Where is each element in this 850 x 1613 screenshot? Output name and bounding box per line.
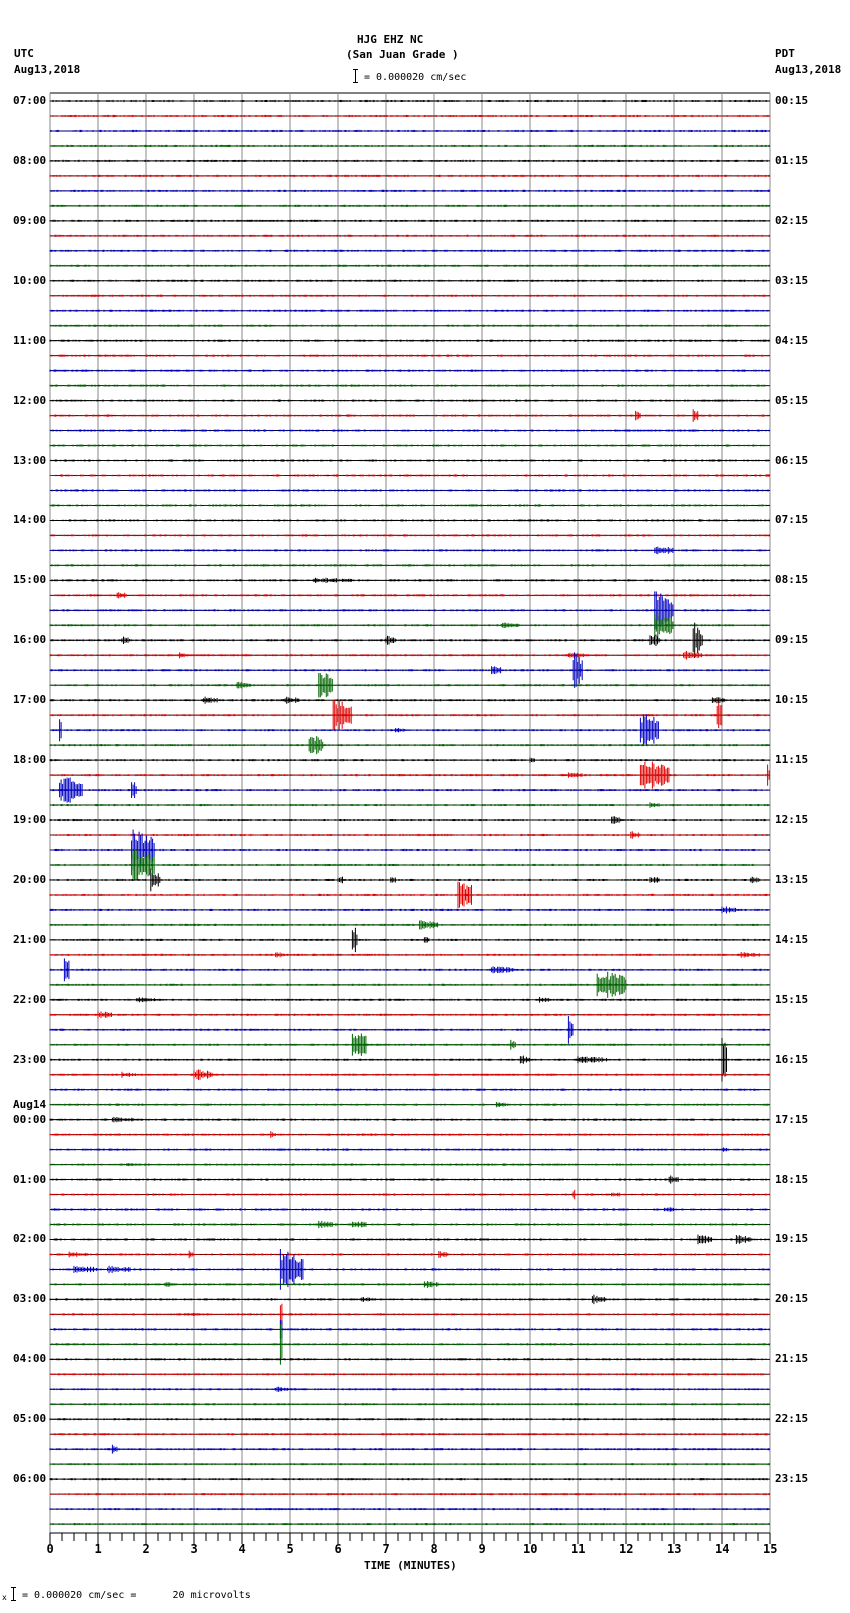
utc-hour-label: 14:00 [13,513,47,527]
utc-hour-label: 13:00 [13,453,47,467]
x-tick-label: 9 [478,1542,486,1556]
x-tick-label: 0 [46,1542,54,1556]
x-tick-label: 8 [430,1542,438,1556]
x-tick-label: 10 [523,1542,538,1556]
pdt-hour-label: 10:15 [775,693,809,707]
x-tick-label: 13 [667,1542,682,1556]
pdt-hour-label: 14:15 [775,932,809,946]
station-title: HJG EHZ NC [357,33,424,46]
utc-hour-label: 06:00 [13,1472,47,1486]
x-tick-label: 2 [142,1542,150,1556]
pdt-hour-label: 08:15 [775,573,809,587]
utc-hour-label: 18:00 [13,753,47,767]
pdt-hour-label: 00:15 [775,94,809,107]
utc-hour-label: 03:00 [13,1292,47,1306]
pdt-hour-label: 11:15 [775,753,809,767]
utc-hour-label: 17:00 [13,693,47,707]
x-tick-label: 5 [286,1542,294,1556]
left-date: Aug13,2018 [14,63,81,76]
pdt-hour-label: 21:15 [775,1352,809,1366]
utc-hour-label: 05:00 [13,1412,47,1426]
pdt-hour-label: 23:15 [775,1472,809,1486]
pdt-hour-label: 04:15 [775,333,809,347]
left-timezone: UTC [14,47,34,60]
utc-hour-label: 10:00 [13,273,47,287]
scale-text: = 0.000020 cm/sec [364,72,467,83]
x-axis-label: TIME (MINUTES) [364,1559,457,1572]
right-timezone: PDT [775,47,795,60]
pdt-hour-label: 20:15 [775,1292,809,1306]
utc-hour-label: 04:00 [13,1352,47,1366]
pdt-hour-label: 18:15 [775,1172,809,1186]
right-date: Aug13,2018 [775,63,842,76]
footer-scale-bar-icon [11,1587,19,1601]
utc-hour-label: 07:00 [13,94,47,107]
utc-hour-label: 15:00 [13,573,47,587]
pdt-hour-label: 02:15 [775,213,809,227]
pdt-hour-label: 13:15 [775,872,809,886]
pdt-hour-label: 16:15 [775,1052,809,1066]
footer-scale-text: = 0.000020 cm/sec = 20 microvolts [22,1590,251,1601]
utc-hour-label: 08:00 [13,153,47,167]
utc-hour-label: 20:00 [13,872,47,886]
footer-prefix: x [2,1593,7,1602]
pdt-hour-label: 06:15 [775,453,809,467]
pdt-hour-label: 19:15 [775,1232,809,1246]
pdt-hour-label: 15:15 [775,992,809,1006]
utc-hour-label: 19:00 [13,813,47,827]
utc-hour-label: 16:00 [13,633,47,647]
x-tick-label: 1 [94,1542,102,1556]
x-tick-label: 14 [715,1542,730,1556]
utc-hour-label: 00:00 [13,1112,47,1126]
x-tick-label: 11 [571,1542,586,1556]
utc-hour-label: 21:00 [13,932,47,946]
pdt-hour-label: 09:15 [775,633,809,647]
utc-hour-label: 11:00 [13,333,47,347]
scale-bar-icon [353,69,361,83]
x-tick-label: 3 [190,1542,198,1556]
utc-hour-label: 02:00 [13,1232,47,1246]
utc-hour-label: 12:00 [13,393,47,407]
station-location: (San Juan Grade ) [346,48,459,61]
pdt-hour-label: 05:15 [775,393,809,407]
utc-hour-label: 01:00 [13,1172,47,1186]
pdt-hour-label: 01:15 [775,153,809,167]
pdt-hour-label: 03:15 [775,273,809,287]
x-tick-label: 4 [238,1542,246,1556]
x-tick-label: 12 [619,1542,634,1556]
pdt-hour-label: 17:15 [775,1112,809,1126]
utc-hour-label: 22:00 [13,992,47,1006]
pdt-hour-label: 12:15 [775,813,809,827]
x-tick-label: 15 [763,1542,778,1556]
pdt-hour-label: 07:15 [775,513,809,527]
utc-hour-label: 23:00 [13,1052,47,1066]
date-change-label: Aug14 [13,1097,47,1111]
x-tick-label: 6 [334,1542,342,1556]
pdt-hour-label: 22:15 [775,1412,809,1426]
utc-hour-label: 09:00 [13,213,47,227]
x-tick-label: 7 [382,1542,390,1556]
